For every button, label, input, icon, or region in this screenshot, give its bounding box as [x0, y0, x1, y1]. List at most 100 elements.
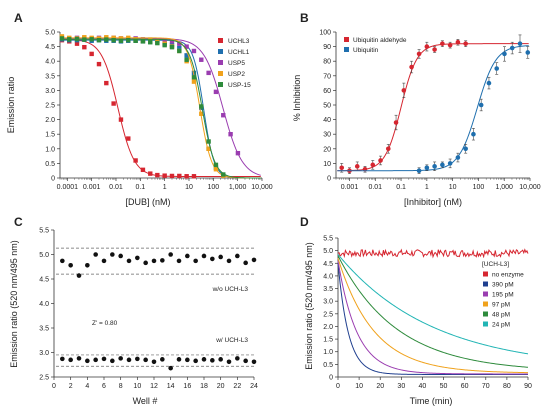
panel-a-point-uchl3 [140, 167, 146, 173]
panel-d-line-97-pm [337, 258, 529, 374]
panel-d-line-24-pm [337, 254, 529, 355]
panel-b-fit-ubiquitin-aldehyde [337, 43, 529, 172]
panel-b-ylabel: % Inhibition [292, 75, 302, 122]
panel-c-point-w-uch-l3 [201, 357, 207, 362]
panel-a-point-uchl3 [148, 171, 153, 176]
panel-a-point-usp-15 [213, 162, 219, 168]
panel-b-point-ubiquitin [447, 161, 453, 166]
panel-a-x-tick-label: 1 [163, 184, 167, 191]
panel-d-x-tick-label: 90 [524, 383, 532, 390]
panel-a-point-usp-15 [206, 139, 211, 144]
panel-a-y-tick-label: 1.5 [45, 132, 55, 139]
panel-b-x-tick-label: 1 [425, 184, 429, 191]
panel-c: C Emission ratio (520 nm/495 nm) Well # … [9, 215, 258, 406]
panel-d-line-195-pm [337, 260, 528, 375]
panel-a-point-uchl3 [126, 136, 131, 141]
panel-d-label: D [300, 215, 309, 229]
panel-b-point-ubiquitin [432, 164, 437, 169]
panel-c-point-w-o-uch-l3 [218, 254, 223, 260]
panel-b-y-tick-label: 50 [323, 103, 331, 110]
panel-d: D Emission ratio (520 nm/495 nm) Time (m… [300, 215, 532, 406]
panel-c-x-tick-label: 10 [133, 383, 141, 390]
panel-a-point-uchl3 [184, 174, 189, 179]
panel-a-point-usp5 [221, 113, 226, 118]
panel-c-ylabel: Emission ratio (520 nm/495 nm) [9, 240, 19, 368]
panel-b-y-tick-label: 30 [323, 132, 331, 139]
panel-b-point-ubiquitin [478, 102, 484, 108]
panel-b-point-ubiquitin [416, 168, 422, 173]
panel-a-point-usp5 [162, 38, 167, 43]
panel-a-point-usp2 [111, 35, 116, 41]
panel-c-point-w-o-uch-l3 [110, 252, 115, 257]
panel-c-point-w-o-uch-l3 [185, 253, 190, 259]
panel-c-point-w-uch-l3 [176, 357, 182, 362]
panel-a-legend-label: USP5 [228, 60, 245, 67]
panel-a-legend-label: UCHL3 [228, 38, 250, 45]
panel-c-point-w-uch-l3 [101, 356, 107, 362]
panel-d-y-tick-label: 0 [329, 375, 333, 382]
panel-a-x-tick-label: 0.01 [109, 184, 123, 191]
panel-d-x-tick-label: 10 [355, 383, 363, 390]
panel-b-x-tick-label: 1,000 [495, 184, 513, 191]
panel-a-y-tick-label: 1.0 [45, 146, 55, 153]
panel-c-y-tick-label: 3.5 [39, 326, 49, 333]
panel-a-x-tick-label: 10,000 [251, 184, 273, 191]
panel-b-xlabel: [Inhibitor] (nM) [404, 197, 462, 207]
panel-c-y-tick-label: 5.5 [39, 228, 49, 235]
panel-b-point-ubiquitin [440, 162, 445, 168]
panel-c-point-w-uch-l3 [151, 359, 157, 365]
panel-c-point-w-uch-l3 [85, 358, 90, 364]
panel-b-y-tick-label: 70 [323, 73, 331, 80]
panel-a-legend-label: USP2 [228, 71, 245, 78]
panel-a-legend-marker [218, 82, 223, 87]
panel-a-y-tick-label: 3.0 [45, 88, 55, 95]
panel-b-point-ubiquitin [463, 146, 468, 152]
panel-a-point-usp-15 [133, 38, 138, 43]
panel-c-point-w-uch-l3 [243, 358, 248, 364]
panel-d-ylabel: Emission ratio (520 nm/495 nm) [304, 242, 314, 370]
panel-c-lower-label: w/ UCH-L3 [215, 337, 248, 344]
panel-a-point-uchl1 [177, 45, 182, 51]
panel-b-x-tick-label: 0.1 [396, 184, 406, 191]
panel-a-fit-usp2 [61, 37, 261, 179]
panel-a-point-usp5 [169, 39, 175, 44]
panel-c-xlabel: Well # [133, 396, 158, 406]
panel-b-point-ubiquitin-aldehyde [339, 165, 345, 171]
panel-b-point-ubiquitin [455, 155, 461, 160]
panel-a-y-tick-label: 0 [51, 176, 55, 183]
panel-b-point-ubiquitin-aldehyde [385, 146, 391, 152]
panel-a-ylabel: Emission ratio [6, 77, 16, 134]
panel-d-legend-marker [483, 281, 488, 287]
panel-d-legend-title: [UCH-L3] [482, 261, 509, 268]
panel-a-point-uchl3 [169, 173, 175, 179]
panel-d-y-tick-label: 5.5 [323, 236, 333, 243]
panel-c-point-w-uch-l3 [68, 357, 73, 363]
panel-d-legend-label: 390 pM [492, 282, 514, 289]
panel-d-x-tick-label: 50 [440, 383, 448, 390]
panel-d-x-tick-label: 60 [461, 383, 469, 390]
panel-d-y-tick-label: 0.5 [323, 362, 333, 369]
panel-c-point-w-uch-l3 [110, 358, 115, 364]
panel-c-zprime: Z' = 0.80 [92, 320, 118, 327]
panel-a-point-usp5 [184, 44, 189, 49]
panel-c-x-tick-label: 8 [119, 383, 123, 390]
panel-b-point-ubiquitin-aldehyde [447, 42, 453, 48]
panel-a-point-usp-15 [191, 75, 197, 80]
panel-c-point-w-o-uch-l3 [143, 260, 148, 266]
panel-a-point-usp-15 [169, 44, 175, 50]
panel-a-point-usp5 [235, 150, 241, 156]
panel-b-legend-marker [344, 37, 349, 42]
panel-b-point-ubiquitin [502, 51, 507, 57]
panel-a-point-usp5 [191, 48, 197, 54]
panel-a-x-tick-label: 0.1 [135, 184, 145, 191]
panel-c-point-w-uch-l3 [118, 356, 123, 361]
panel-d-legend-label: no enzyme [492, 272, 524, 279]
panel-b-y-tick-label: 90 [323, 44, 331, 51]
panel-a-point-usp-15 [177, 48, 182, 54]
panel-c-point-w-o-uch-l3 [85, 262, 90, 268]
panel-a-point-uchl3 [82, 44, 87, 50]
panel-a-point-uchl3 [155, 172, 160, 178]
panel-d-x-tick-label: 70 [482, 383, 490, 390]
panel-a-point-uchl3 [133, 158, 138, 163]
panel-a-point-usp2 [213, 167, 219, 172]
